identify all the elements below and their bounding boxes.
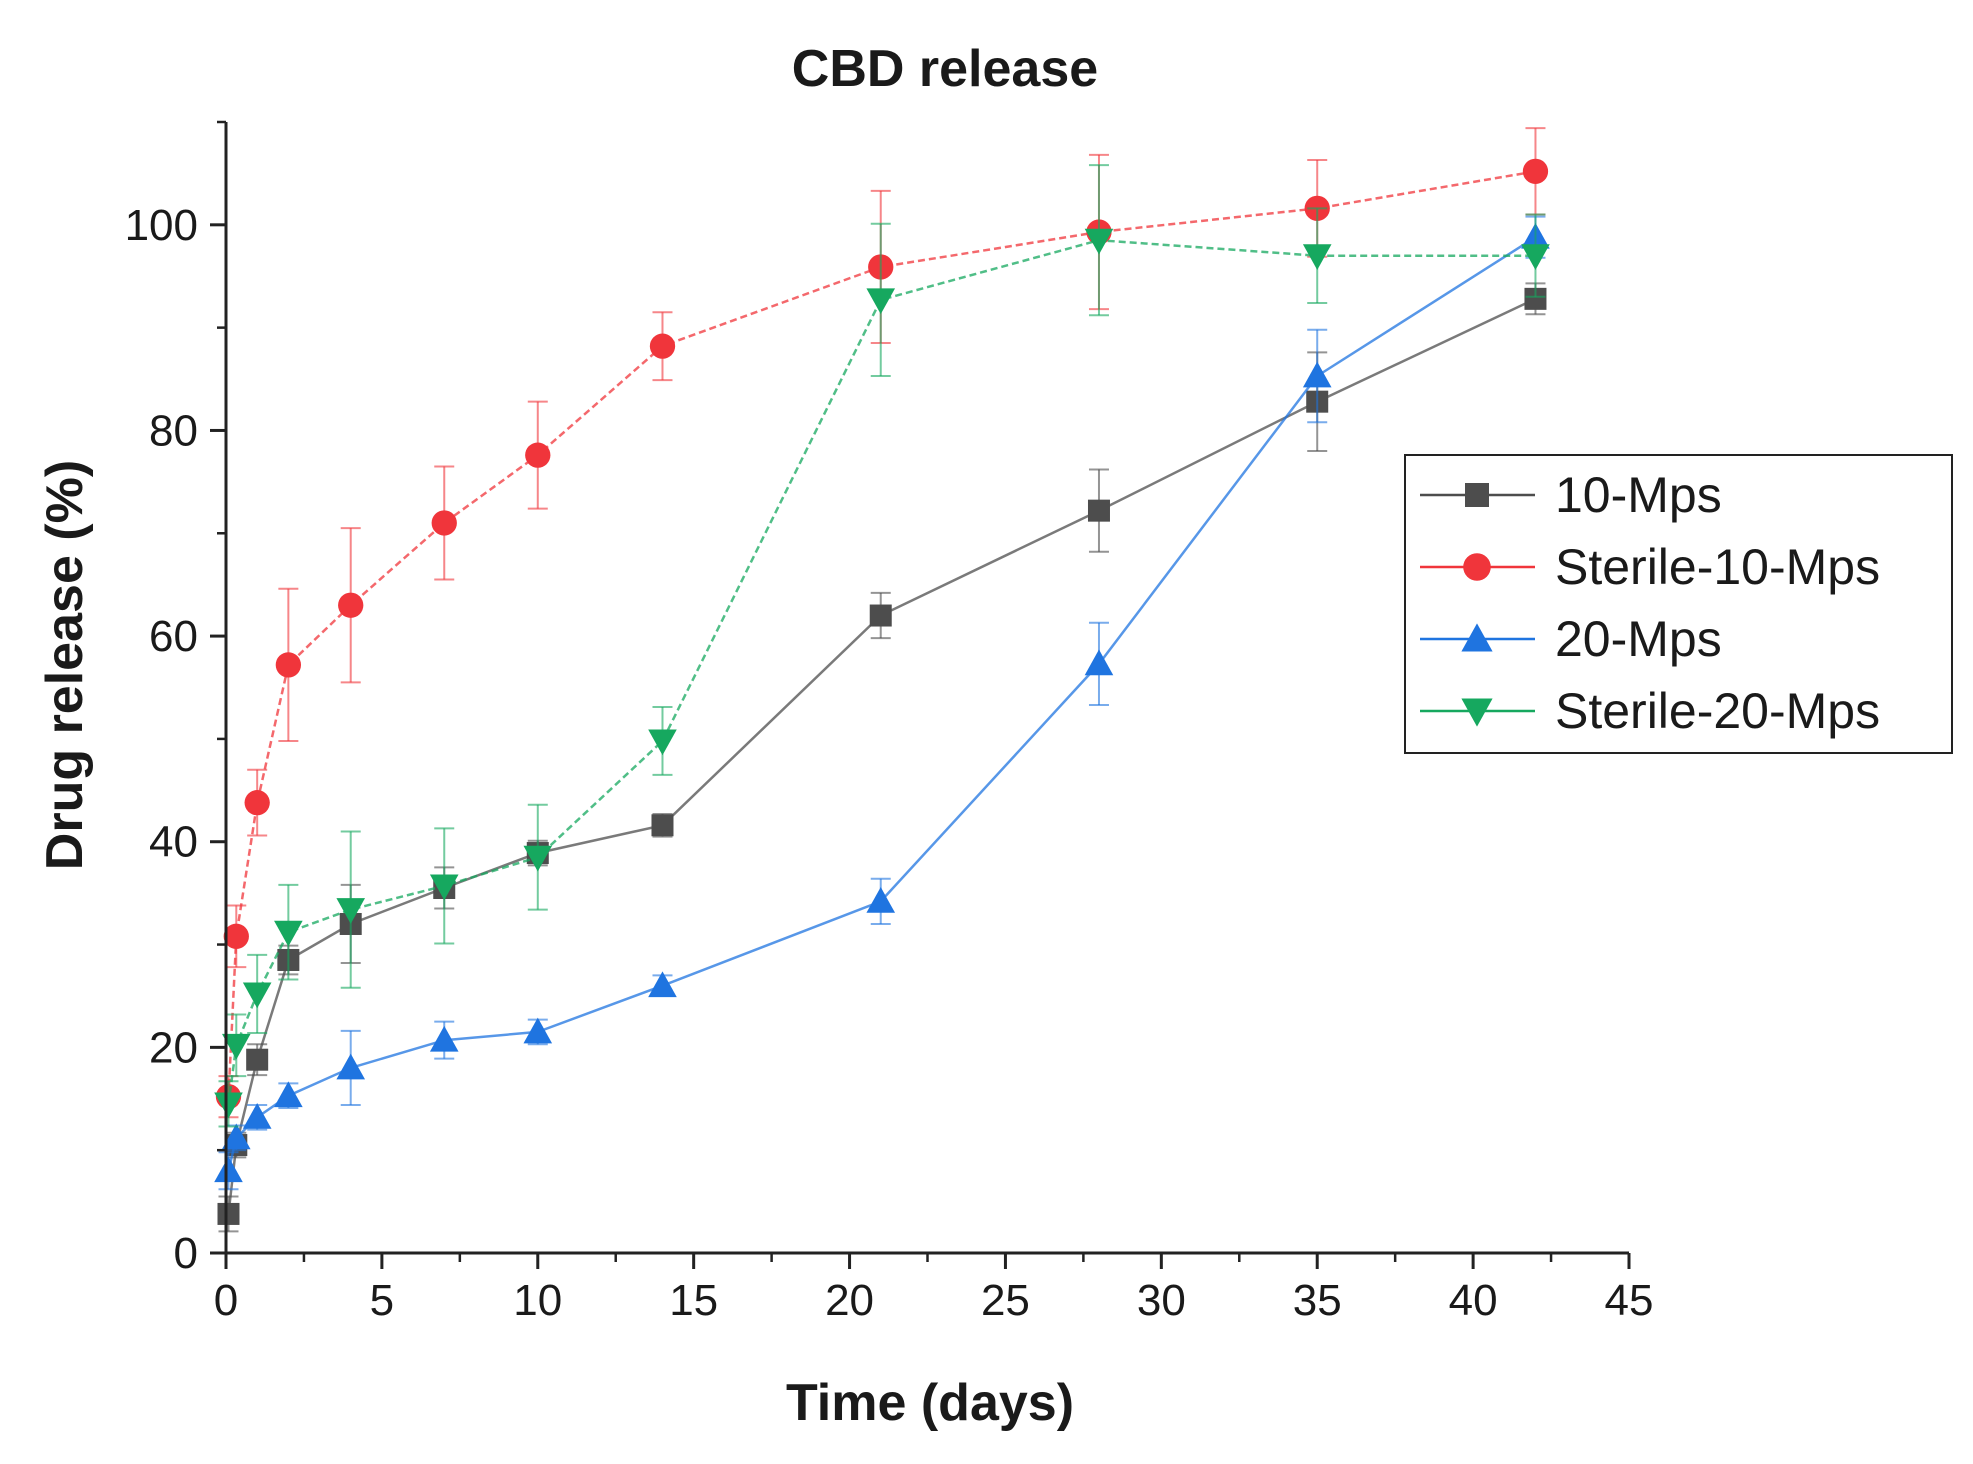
chart-title: CBD release [792, 40, 1098, 98]
plot-area: 0 5 10 15 20 25 30 35 40 45 0 20 40 60 80 100 [125, 120, 1654, 1325]
series-line [227, 236, 1537, 1171]
data-point [651, 814, 674, 837]
legend-label: Sterile-20-Mps [1555, 683, 1880, 739]
series-10-mps [217, 282, 1547, 1233]
data-point [214, 1156, 243, 1183]
x-tick-label: 0 [214, 1276, 238, 1325]
data-point [866, 887, 896, 913]
legend-marker [1461, 698, 1493, 727]
data-point [274, 1081, 303, 1108]
legend-item: 10-Mps [1420, 467, 1722, 523]
data-point [523, 845, 553, 872]
data-point [431, 510, 457, 536]
data-point [242, 1102, 272, 1129]
data-point [866, 288, 896, 315]
legend-marker [1465, 483, 1489, 507]
legend: 10-Mps Sterile-10-Mps 20-Mps Sterile-20-Mps [1404, 454, 1953, 754]
data-point [336, 1053, 366, 1080]
x-axis-ticks: 0 5 10 15 20 25 30 35 40 45 [214, 1253, 1654, 1325]
data-point [246, 1048, 269, 1071]
data-point [223, 923, 249, 949]
data-point [244, 790, 270, 816]
legend-item: 20-Mps [1420, 611, 1722, 667]
legend-marker [1463, 553, 1491, 581]
data-point [1302, 244, 1332, 270]
data-point [1084, 649, 1114, 676]
x-tick-label: 40 [1449, 1276, 1498, 1325]
x-tick-label: 45 [1605, 1276, 1654, 1325]
x-tick-label: 30 [1137, 1276, 1186, 1325]
data-point [648, 729, 677, 756]
series-sterile-20-mps [214, 164, 1550, 1128]
y-tick-label: 20 [149, 1023, 198, 1072]
data-point [1084, 228, 1114, 255]
legend-item: Sterile-10-Mps [1420, 539, 1880, 595]
series-line [227, 170, 1536, 1097]
x-tick-label: 10 [513, 1276, 562, 1325]
data-point [217, 1202, 240, 1225]
x-tick-label: 20 [825, 1276, 874, 1325]
data-point [338, 592, 364, 618]
y-tick-label: 100 [125, 201, 198, 250]
series-layer [214, 127, 1550, 1233]
data-point [221, 1033, 251, 1060]
series-line [227, 238, 1536, 1105]
y-tick-label: 80 [149, 406, 198, 455]
data-point [429, 874, 459, 901]
legend-marker [1461, 623, 1493, 652]
data-point [523, 1017, 553, 1044]
data-point [274, 920, 303, 947]
data-point [221, 1123, 251, 1150]
legend-frame [1404, 454, 1953, 754]
data-point [1302, 361, 1332, 388]
data-point [275, 652, 302, 678]
x-tick-label: 15 [669, 1276, 718, 1325]
x-tick-label: 25 [981, 1276, 1030, 1325]
data-point [1522, 158, 1549, 185]
data-point [1521, 244, 1550, 270]
data-point [214, 1092, 243, 1119]
data-point [1087, 499, 1110, 522]
data-point [869, 604, 892, 627]
y-tick-label: 40 [149, 818, 198, 867]
y-axis-ticks: 0 20 40 60 80 100 [125, 120, 226, 1278]
data-point [1524, 287, 1547, 310]
legend-items: 10-Mps Sterile-10-Mps 20-Mps Sterile-20-Mps [1420, 467, 1880, 739]
data-point [429, 1025, 459, 1052]
x-tick-label: 5 [370, 1276, 394, 1325]
legend-label: 20-Mps [1555, 611, 1722, 667]
y-axis-label: Drug release (%) [36, 460, 94, 870]
x-axis-label: Time (days) [786, 1374, 1074, 1432]
y-tick-label: 60 [149, 612, 198, 661]
series-line [227, 297, 1537, 1215]
legend-label: 10-Mps [1555, 467, 1722, 523]
legend-label: Sterile-10-Mps [1555, 539, 1880, 595]
y-tick-label: 0 [174, 1229, 198, 1278]
x-tick-label: 35 [1293, 1276, 1342, 1325]
data-point [242, 982, 272, 1009]
series-20-mps [214, 215, 1550, 1191]
legend-item: Sterile-20-Mps [1420, 683, 1880, 739]
data-point [336, 898, 366, 924]
data-point [649, 333, 676, 359]
data-point [525, 442, 551, 468]
data-point [648, 971, 677, 998]
